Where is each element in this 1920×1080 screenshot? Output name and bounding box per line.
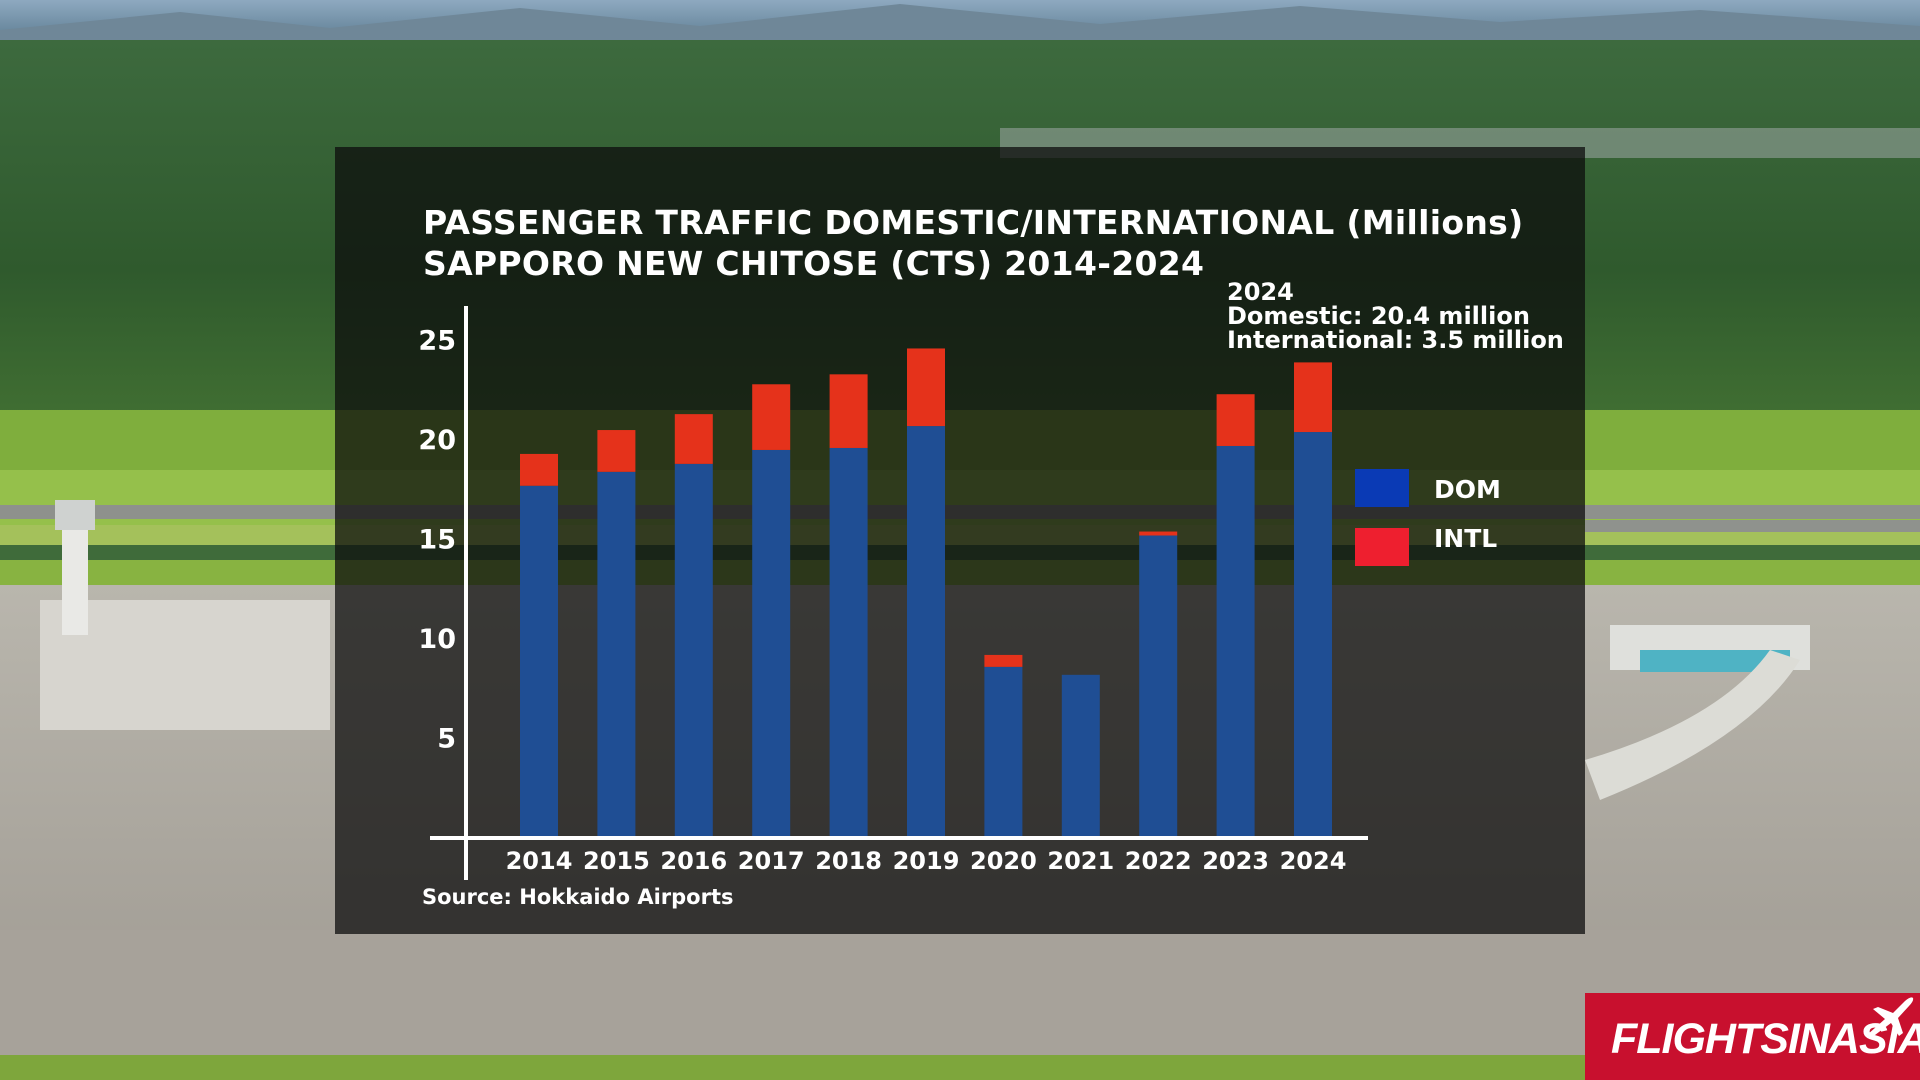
chart-title-line-2: SAPPORO NEW CHITOSE (CTS) 2014-2024	[423, 244, 1205, 283]
source-note: Source: Hokkaido Airports	[422, 885, 734, 909]
y-tick-labels: 5 10 15 20 25	[418, 326, 456, 755]
bar-domestic-2018	[829, 447, 868, 838]
bar-international-2015	[597, 430, 636, 472]
bar-international-2016	[674, 414, 713, 464]
bar-domestic-2017	[752, 449, 791, 838]
bar-domestic-2022	[1139, 535, 1178, 838]
legend-label-domestic: DOM	[1434, 475, 1501, 504]
bars-group	[520, 348, 1332, 838]
bar-international-2023	[1216, 394, 1255, 446]
x-tick-label-2015: 2015	[583, 847, 650, 875]
x-tick-labels: 2014 2015 2016 2017 2018 2019 2020 2021 2022 2023…	[506, 847, 1347, 875]
x-tick-label-2023: 2023	[1202, 847, 1269, 875]
annotation-international: International: 3.5 million	[1227, 326, 1564, 354]
x-tick-label-2019: 2019	[893, 847, 960, 875]
annotation-year: 2024	[1227, 278, 1294, 306]
x-tick-label-2014: 2014	[506, 847, 573, 875]
x-tick-label-2018: 2018	[815, 847, 882, 875]
y-tick-label-20: 20	[418, 425, 456, 456]
bar-international-2014	[520, 453, 558, 486]
bar-domestic-2021	[1061, 674, 1100, 838]
x-tick-label-2024: 2024	[1280, 847, 1347, 875]
x-tick-label-2016: 2016	[660, 847, 727, 875]
annotation-domestic: Domestic: 20.4 million	[1227, 302, 1530, 330]
y-tick-label-15: 15	[418, 525, 456, 556]
bar-domestic-2016	[674, 463, 713, 838]
airplane-icon	[1867, 997, 1914, 1036]
legend-label-international: INTL	[1434, 524, 1498, 553]
bar-domestic-2015	[597, 471, 636, 838]
bar-international-2017	[752, 384, 791, 450]
x-tick-label-2021: 2021	[1047, 847, 1114, 875]
x-tick-label-2022: 2022	[1125, 847, 1192, 875]
bar-international-2018	[829, 374, 868, 448]
bar-international-2022	[1139, 531, 1178, 536]
flightsinasia-logo: FLIGHTSINASIA	[1585, 993, 1920, 1080]
legend-swatch-international	[1355, 528, 1409, 566]
logo-wordmark: FLIGHTSINASIA	[1611, 1015, 1920, 1063]
y-tick-label-25: 25	[418, 326, 456, 357]
bar-domestic-2019	[907, 426, 945, 838]
x-tick-label-2020: 2020	[970, 847, 1037, 875]
bar-domestic-2020	[984, 666, 1023, 838]
chart-title-line-1: PASSENGER TRAFFIC DOMESTIC/INTERNATIONAL…	[423, 203, 1524, 242]
y-tick-label-10: 10	[418, 624, 456, 655]
bar-international-2020	[984, 654, 1023, 667]
legend-swatch-domestic	[1355, 469, 1409, 507]
y-tick-label-5: 5	[437, 724, 456, 755]
bar-international-2024	[1294, 362, 1332, 433]
bar-domestic-2024	[1294, 432, 1332, 838]
bar-domestic-2023	[1216, 445, 1255, 838]
bar-international-2019	[907, 348, 945, 427]
x-tick-label-2017: 2017	[738, 847, 805, 875]
bar-domestic-2014	[520, 485, 558, 838]
